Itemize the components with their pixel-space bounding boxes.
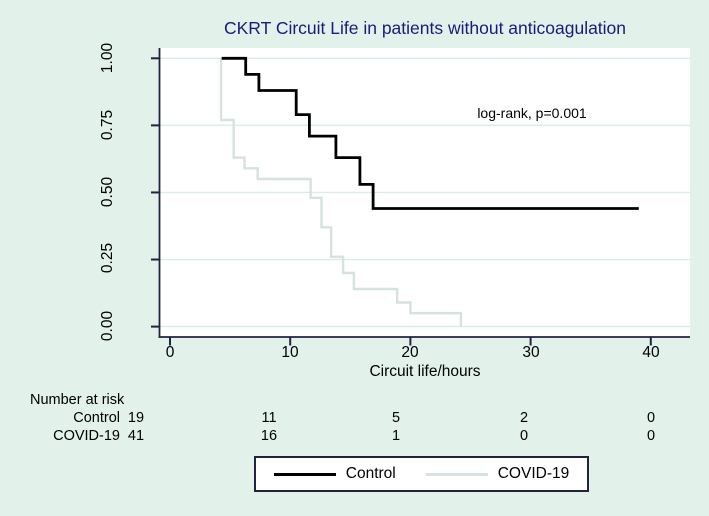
risk-row-label-covid19: COVID-19	[53, 428, 120, 444]
y-tick-label: 1.00	[99, 42, 116, 74]
risk-count: 16	[260, 428, 278, 444]
risk-count: 19	[127, 410, 145, 426]
covid19-line-swatch	[425, 472, 488, 476]
x-tick-label: 0	[165, 344, 175, 361]
legend-box: Control COVID-19	[254, 456, 589, 492]
km-curve-control	[221, 56, 639, 210]
legend-label-control: Control	[345, 465, 396, 482]
risk-row-label-control: Control	[73, 410, 120, 426]
km-curve-covid-19	[219, 58, 463, 327]
y-tick-label: 0.75	[99, 109, 116, 141]
risk-count: 0	[646, 410, 656, 426]
risk-count: 0	[519, 428, 529, 444]
risk-count: 2	[519, 410, 529, 426]
y-tick-label: 0.25	[99, 242, 116, 274]
control-line-swatch	[273, 472, 336, 476]
x-tick-label: 40	[642, 344, 660, 361]
chart-title: CKRT Circuit Life in patients without an…	[223, 18, 627, 38]
risk-count: 1	[391, 428, 401, 444]
x-tick-label: 30	[522, 344, 540, 361]
risk-count: 5	[391, 410, 401, 426]
risk-count: 41	[127, 428, 145, 444]
y-tick-label: 0.00	[99, 310, 116, 342]
risk-count: 11	[261, 410, 277, 426]
x-tick-label: 20	[401, 344, 419, 361]
risk-table-title: Number at risk	[30, 392, 125, 408]
x-tick-label: 10	[281, 344, 299, 361]
log-rank-annotation: log-rank, p=0.001	[477, 105, 587, 121]
legend-label-covid19: COVID-19	[497, 465, 570, 482]
risk-count: 0	[646, 428, 656, 444]
x-axis-label: Circuit life/hours	[369, 363, 481, 380]
y-tick-label: 0.50	[99, 176, 116, 208]
